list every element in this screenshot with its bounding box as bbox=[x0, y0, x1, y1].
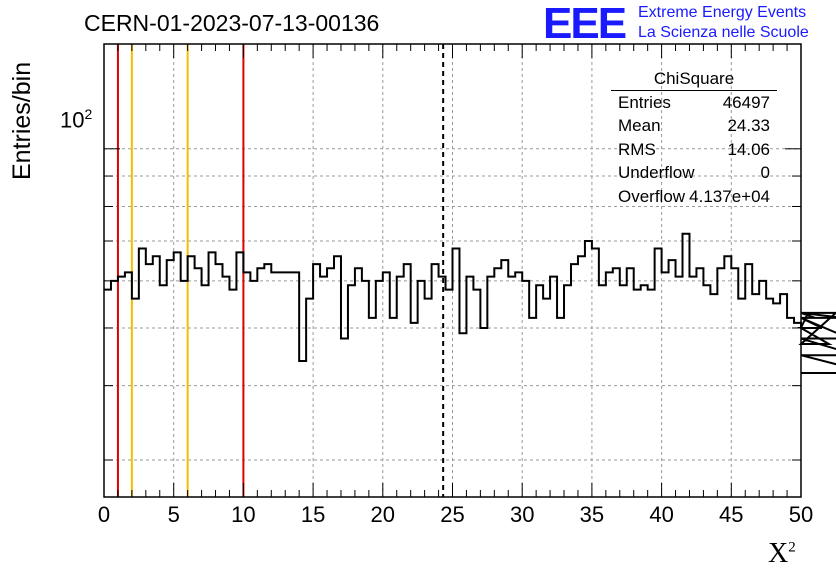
stats-box: ChiSquare Entries 46497 Mean 24.33 RMS 14.0… bbox=[611, 68, 777, 208]
axis-ticks bbox=[103, 44, 802, 497]
stats-header: ChiSquare bbox=[611, 68, 777, 91]
histogram-series bbox=[104, 232, 836, 375]
stats-row-underflow: Underflow 0 bbox=[618, 163, 770, 183]
x-tick-label: 15 bbox=[301, 502, 325, 527]
x-axis-label: X2 bbox=[768, 538, 796, 569]
logo-line-2: La Scienza nelle Scuole bbox=[638, 24, 809, 41]
x-tick-label: 35 bbox=[580, 502, 604, 527]
y-tick-label-100: 102 bbox=[60, 106, 93, 133]
stats-row-overflow: Overflow 4.137e+04 bbox=[618, 186, 770, 206]
stats-row-entries: Entries 46497 bbox=[618, 93, 770, 112]
x-tick-label: 45 bbox=[719, 502, 743, 527]
chart-title: CERN-01-2023-07-13-00136 bbox=[84, 10, 380, 36]
x-tick-labels: 0 5 10 15 20 25 30 35 40 45 50 bbox=[98, 502, 813, 527]
logo-line-1: Extreme Energy Events bbox=[638, 4, 807, 21]
stats-row-mean: Mean 24.33 bbox=[618, 116, 770, 136]
stats-row-rms: RMS 14.06 bbox=[618, 139, 770, 159]
x-tick-label: 5 bbox=[168, 502, 180, 527]
eee-logo: EEE bbox=[543, 0, 627, 48]
x-tick-label: 25 bbox=[440, 502, 464, 527]
x-tick-label: 0 bbox=[98, 502, 110, 527]
x-tick-label: 20 bbox=[371, 502, 395, 527]
x-tick-label: 10 bbox=[231, 502, 255, 527]
x-tick-label: 30 bbox=[510, 502, 534, 527]
x-tick-label: 50 bbox=[789, 502, 813, 527]
x-tick-label: 40 bbox=[649, 502, 673, 527]
y-axis-label: Entries/bin bbox=[8, 61, 36, 180]
